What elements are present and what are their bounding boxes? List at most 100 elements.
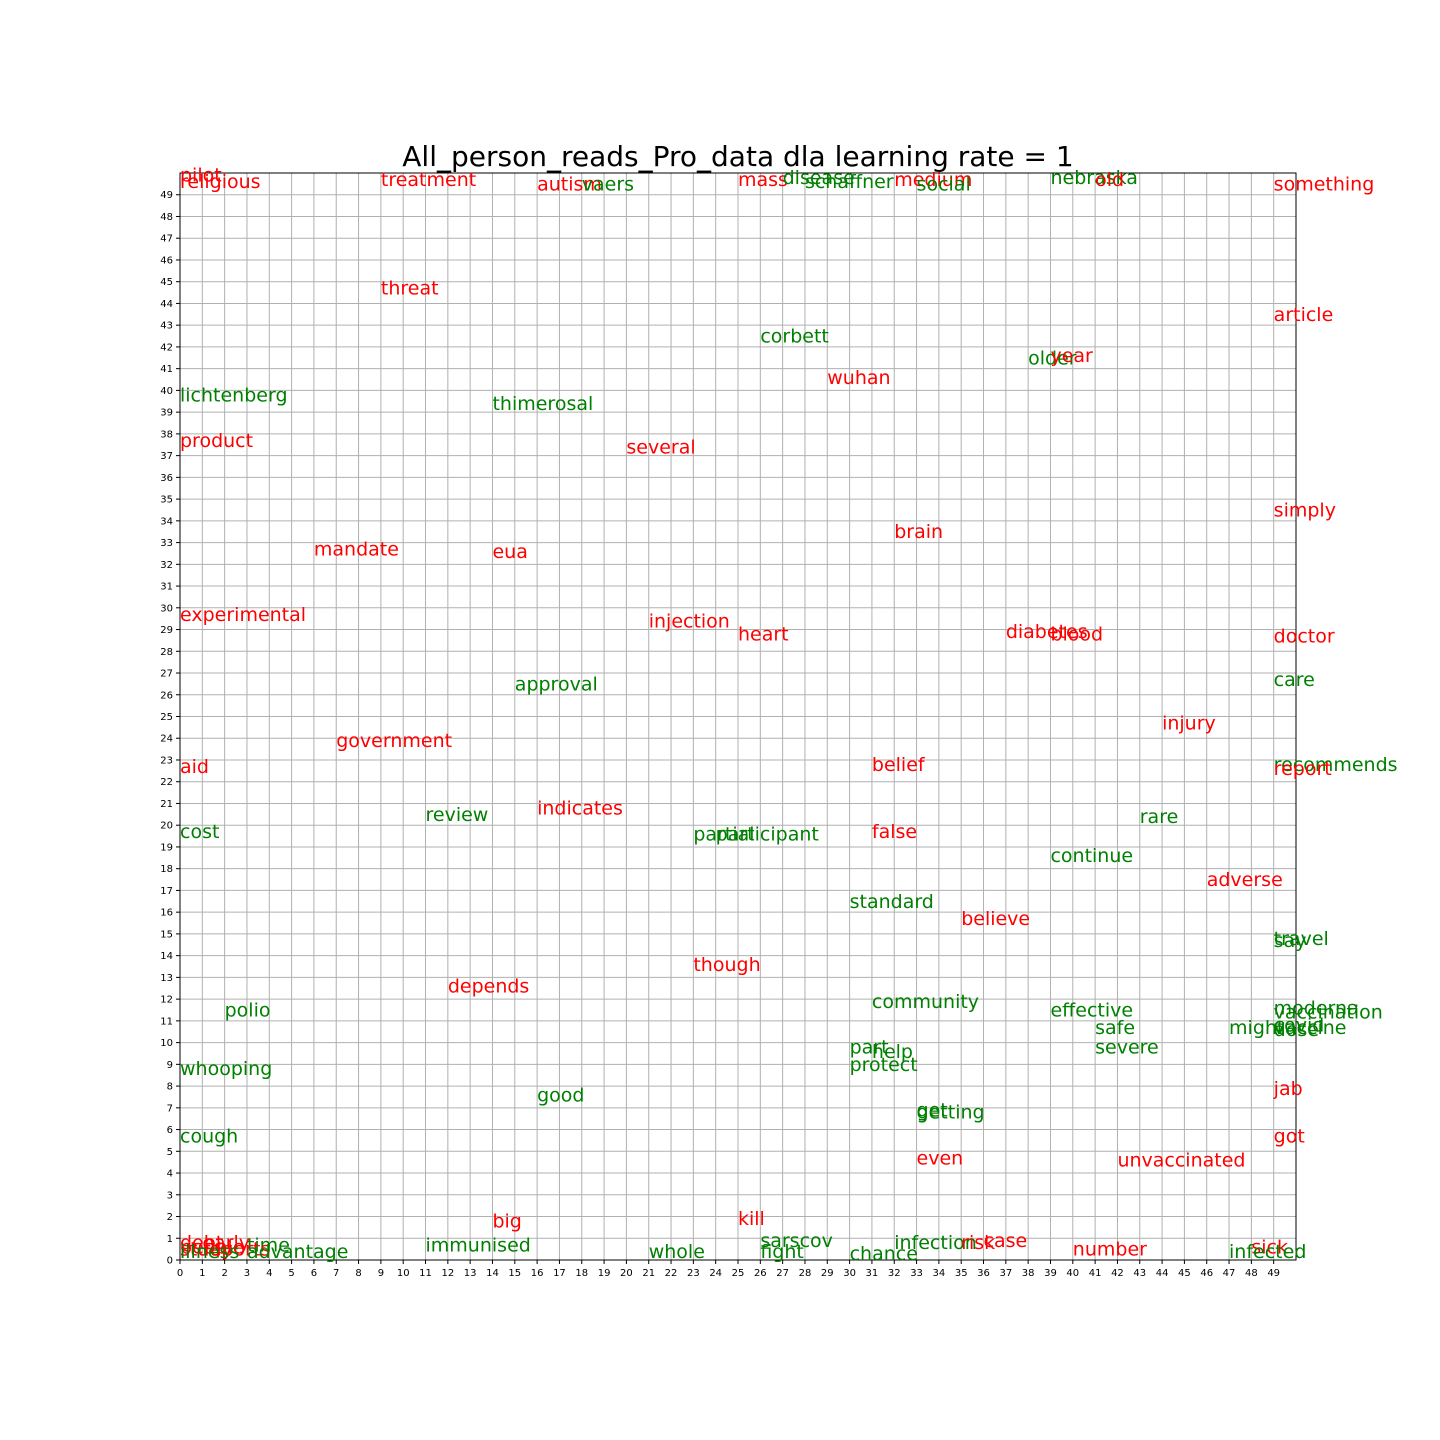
word-point: thimerosal xyxy=(492,393,593,415)
x-tick-label: 38 xyxy=(1022,1268,1035,1279)
word-point: got xyxy=(1274,1126,1305,1148)
y-tick-label: 43 xyxy=(160,321,173,332)
x-tick-label: 40 xyxy=(1066,1268,1079,1279)
y-tick-label: 46 xyxy=(160,255,173,266)
y-tick-label: 4 xyxy=(167,1169,173,1180)
x-tick-label: 47 xyxy=(1223,1268,1236,1279)
word-point: infection xyxy=(894,1232,977,1254)
y-tick-label: 22 xyxy=(160,777,173,788)
y-tick-label: 11 xyxy=(160,1016,173,1027)
word-point: aid xyxy=(180,756,209,778)
word-point: dose xyxy=(1274,1019,1319,1041)
x-tick-label: 36 xyxy=(977,1268,990,1279)
word-point: vaccination xyxy=(1274,1002,1383,1024)
word-point: schaffner xyxy=(805,171,894,193)
word-point: debt xyxy=(180,1232,223,1254)
word-point: pilot xyxy=(180,165,222,187)
word-point: effective xyxy=(1050,1000,1133,1022)
x-tick-label: 2 xyxy=(221,1268,227,1279)
y-tick-label: 6 xyxy=(167,1125,173,1136)
word-point: corbett xyxy=(760,326,829,348)
word-point: say xyxy=(1274,930,1307,952)
x-tick-label: 21 xyxy=(642,1268,655,1279)
word-point: review xyxy=(426,804,489,826)
word-point: heart xyxy=(738,623,789,645)
y-tick-label: 2 xyxy=(167,1212,173,1223)
word-point: eua xyxy=(492,541,527,563)
word-point: mass xyxy=(738,169,788,191)
y-tick-label: 28 xyxy=(160,647,173,658)
word-point: participant xyxy=(716,823,819,845)
x-tick-label: 13 xyxy=(464,1268,477,1279)
x-tick-label: 18 xyxy=(575,1268,588,1279)
y-tick-label: 35 xyxy=(160,495,173,506)
word-point: partial xyxy=(693,823,754,845)
y-tick-label: 33 xyxy=(160,538,173,549)
word-point: reports xyxy=(202,1239,270,1261)
y-tick-label: 17 xyxy=(160,886,173,897)
word-point: report xyxy=(1274,758,1332,780)
word-point: whooping xyxy=(180,1058,272,1080)
word-point: simply xyxy=(1274,499,1336,521)
word-point: religious xyxy=(180,171,261,193)
y-tick-label: 32 xyxy=(160,560,173,571)
word-point: old xyxy=(1095,169,1124,191)
x-tick-label: 8 xyxy=(355,1268,361,1279)
x-tick-label: 48 xyxy=(1245,1268,1258,1279)
word-point: standard xyxy=(850,891,934,913)
x-tick-label: 31 xyxy=(866,1268,879,1279)
word-point: though xyxy=(693,954,760,976)
y-tick-label: 16 xyxy=(160,908,173,919)
y-tick-label: 12 xyxy=(160,995,173,1006)
y-tick-label: 13 xyxy=(160,973,173,984)
y-tick-label: 47 xyxy=(160,234,173,245)
word-point: vaccine xyxy=(1274,1017,1347,1039)
word-point: rare xyxy=(1140,806,1179,828)
chart-title: All_person_reads_Pro_data dla learning r… xyxy=(402,140,1073,173)
word-point: belief xyxy=(872,754,926,776)
y-tick-label: 49 xyxy=(160,190,173,201)
y-tick-label: 39 xyxy=(160,408,173,419)
word-point: case xyxy=(984,1230,1028,1252)
word-point: travel xyxy=(1274,928,1329,950)
x-tick-label: 32 xyxy=(888,1268,901,1279)
y-tick-label: 7 xyxy=(167,1103,173,1114)
x-tick-label: 29 xyxy=(821,1268,834,1279)
x-tick-label: 44 xyxy=(1156,1268,1169,1279)
y-tick-label: 29 xyxy=(160,625,173,636)
y-tick-label: 45 xyxy=(160,277,173,288)
y-tick-label: 8 xyxy=(167,1082,173,1093)
word-point: people xyxy=(180,1236,244,1258)
word-point: sick xyxy=(1251,1236,1288,1258)
y-tick-label: 10 xyxy=(160,1038,173,1049)
word-point: advantage xyxy=(247,1241,348,1263)
word-point: study xyxy=(180,1239,233,1261)
word-point: big xyxy=(492,1210,521,1232)
x-tick-label: 45 xyxy=(1178,1268,1191,1279)
y-tick-label: 25 xyxy=(160,712,173,723)
y-tick-label: 27 xyxy=(160,669,173,680)
x-tick-label: 43 xyxy=(1133,1268,1146,1279)
word-point: jab xyxy=(1273,1078,1303,1100)
word-point: moderna xyxy=(1274,997,1359,1019)
x-tick-label: 14 xyxy=(486,1268,499,1279)
word-point: doctor xyxy=(1274,626,1335,648)
word-point: protect xyxy=(850,1054,918,1076)
y-tick-label: 41 xyxy=(160,364,173,375)
word-point: government xyxy=(336,730,452,752)
y-tick-label: 15 xyxy=(160,929,173,940)
word-point: brain xyxy=(894,521,943,543)
word-point: sarscov xyxy=(760,1230,833,1252)
word-point: something xyxy=(1274,173,1375,195)
x-tick-label: 49 xyxy=(1267,1268,1280,1279)
y-tick-label: 18 xyxy=(160,864,173,875)
word-point: fight xyxy=(760,1241,804,1263)
y-tick-label: 40 xyxy=(160,386,173,397)
word-point: injury xyxy=(1162,713,1216,735)
word-point: mandate xyxy=(314,539,399,561)
word-point: care xyxy=(1274,669,1315,691)
word-point: might xyxy=(1229,1017,1284,1039)
word-point: kill xyxy=(738,1208,765,1230)
word-point: unvaccinated xyxy=(1117,1150,1245,1172)
